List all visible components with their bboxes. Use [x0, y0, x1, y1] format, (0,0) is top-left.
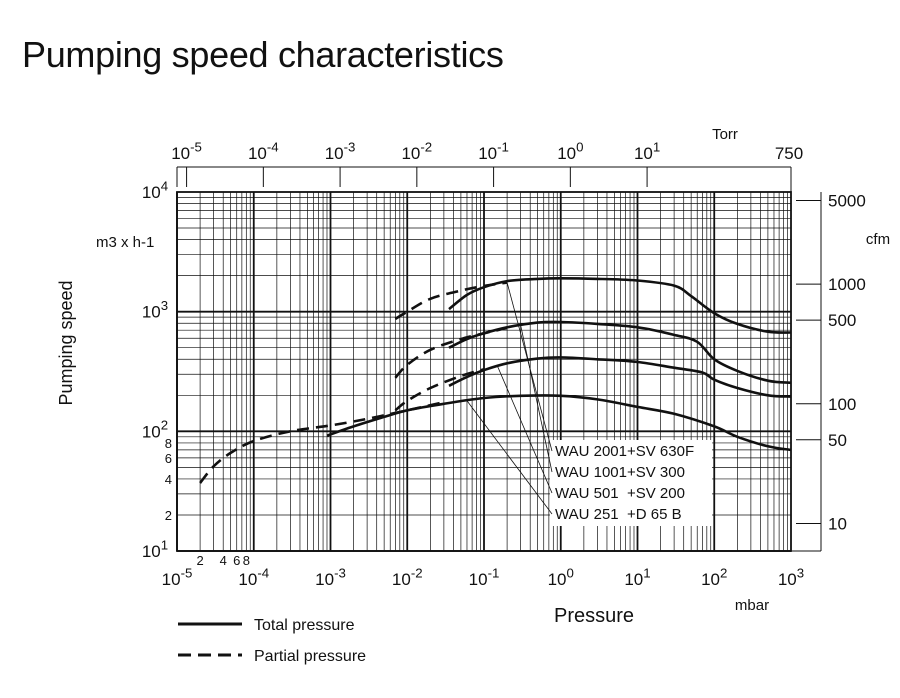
- y-axis-label: Pumping speed: [56, 280, 76, 405]
- annotation-label: WAU 501 +SV 200: [555, 485, 685, 502]
- x-minor-tick-label: 2: [196, 553, 203, 568]
- legend-label-total: Total pressure: [254, 617, 355, 634]
- annotation-background: [550, 440, 712, 526]
- annotation-label: WAU 2001+SV 630F: [555, 443, 694, 460]
- x-minor-tick-label: 4: [220, 553, 227, 568]
- legend: Total pressure Partial pressure: [178, 617, 366, 665]
- x-tick-label: 100: [548, 565, 574, 589]
- cfm-tick-label: 100: [828, 395, 856, 414]
- y-tick-label: 102: [142, 418, 168, 442]
- annotation-leader: [520, 325, 553, 473]
- torr-tick-label: 750: [775, 144, 803, 163]
- y-axis-speed: 101 102 103 104 2 4 68: [142, 178, 172, 561]
- cfm-axis-unit: cfm: [866, 231, 890, 248]
- x-tick-label: 101: [624, 565, 650, 589]
- cfm-tick-label: 5000: [828, 191, 866, 210]
- x-tick-label: 10-1: [469, 565, 500, 589]
- series-2-partial-line: [394, 326, 508, 379]
- x-minor-tick-label: 8: [243, 553, 250, 568]
- series-3-partial-line: [394, 368, 485, 412]
- series-3-total-line: [448, 356, 792, 398]
- x-tick-label: 10-5: [162, 565, 193, 589]
- y-minor-tick-label: 2: [165, 508, 172, 523]
- cfm-axis: 5000 1000 500 100 50 10: [791, 191, 866, 552]
- annotation-group: WAU 2001+SV 630F WAU 1001+SV 300 WAU 501 +…: [466, 282, 712, 526]
- torr-tick-label: 10-4: [248, 139, 279, 163]
- chart-grid: [176, 192, 791, 552]
- cfm-tick-label: 50: [828, 431, 847, 450]
- page-title: Pumping speed characteristics: [22, 34, 504, 75]
- x-tick-label: 10-4: [238, 565, 269, 589]
- annotation-label: WAU 251 +D 65 B: [555, 506, 682, 523]
- x-axis-label: Pressure: [554, 605, 634, 627]
- x-minor-tick-label: 6: [233, 553, 240, 568]
- series-4-total-line: [326, 394, 792, 452]
- torr-axis-unit: Torr: [712, 126, 738, 143]
- y-minor-tick-label: 8: [165, 436, 172, 451]
- x-axis-mbar: 10-5 10-4 10-3 10-2 10-1 100 101 102 103 2 4 6 8: [162, 553, 805, 589]
- series-1-total-line: [448, 276, 792, 334]
- series-group: [199, 276, 792, 484]
- y-tick-label: 103: [142, 298, 168, 322]
- x-axis-unit: mbar: [735, 597, 769, 614]
- y-tick-label: 101: [142, 537, 168, 561]
- y-tick-label: 104: [142, 178, 168, 202]
- cfm-tick-label: 10: [828, 514, 847, 533]
- plot-border: [176, 191, 792, 552]
- cfm-tick-label: 500: [828, 311, 856, 330]
- torr-tick-label: 10-1: [478, 139, 509, 163]
- torr-axis: 10-5 10-4 10-3 10-2 10-1 100 101 750: [171, 139, 803, 192]
- torr-tick-label: 10-5: [171, 139, 202, 163]
- y-minor-tick-label: 4: [165, 472, 172, 487]
- series-2-total-line: [448, 320, 792, 384]
- x-tick-label: 10-3: [315, 565, 346, 589]
- cfm-tick-label: 1000: [828, 275, 866, 294]
- torr-tick-label: 10-3: [325, 139, 356, 163]
- annotation-label: WAU 1001+SV 300: [555, 464, 685, 481]
- annotation-leader: [497, 366, 553, 494]
- torr-tick-label: 101: [634, 139, 660, 163]
- plot-frame: [176, 191, 792, 552]
- legend-label-partial: Partial pressure: [254, 648, 366, 665]
- y-minor-tick-label: 6: [165, 451, 172, 466]
- x-tick-label: 102: [701, 565, 727, 589]
- x-tick-label: 10-2: [392, 565, 423, 589]
- y-axis-unit: m3 x h-1: [96, 234, 154, 251]
- annotation-leader: [466, 400, 553, 515]
- torr-tick-label: 100: [557, 139, 583, 163]
- x-tick-label: 103: [778, 565, 804, 589]
- torr-tick-label: 10-2: [401, 139, 432, 163]
- series-1-partial-line: [394, 281, 508, 320]
